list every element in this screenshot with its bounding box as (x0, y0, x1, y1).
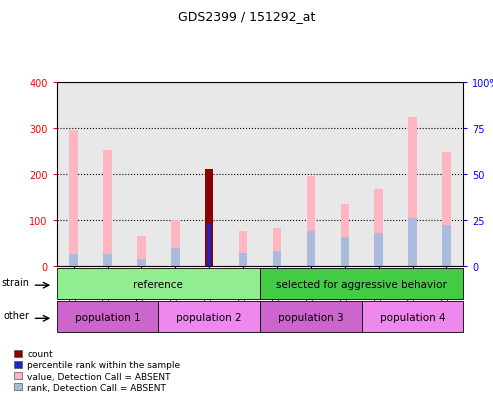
Bar (207, 224, 211, 266)
Text: population 1: population 1 (75, 312, 141, 322)
Bar (273, 229, 281, 266)
Bar (408, 118, 417, 266)
Bar (205, 170, 213, 266)
Text: population 4: population 4 (380, 312, 445, 322)
Bar (341, 204, 349, 266)
Bar (104, 254, 112, 266)
Bar (375, 189, 383, 266)
Bar (260, 301, 362, 332)
Bar (137, 259, 145, 266)
Bar (171, 248, 179, 266)
Bar (137, 237, 145, 266)
Bar (239, 254, 247, 266)
Bar (442, 153, 451, 266)
Bar (408, 218, 417, 266)
Text: reference: reference (134, 279, 183, 289)
Bar (307, 177, 315, 266)
Text: population 3: population 3 (278, 312, 344, 322)
Legend: count, percentile rank within the sample, value, Detection Call = ABSENT, rank, : count, percentile rank within the sample… (14, 349, 180, 392)
Bar (104, 151, 112, 266)
Bar (205, 170, 213, 266)
Text: selected for aggressive behavior: selected for aggressive behavior (276, 279, 447, 289)
Bar (273, 251, 281, 266)
Bar (70, 254, 78, 266)
Bar (375, 233, 383, 266)
Bar (171, 221, 179, 266)
Bar (442, 225, 451, 266)
Bar (57, 301, 158, 332)
Bar (341, 238, 349, 266)
Bar (307, 232, 315, 266)
Bar (158, 301, 260, 332)
Text: GDS2399 / 151292_at: GDS2399 / 151292_at (178, 10, 315, 23)
Bar (260, 268, 463, 299)
Text: strain: strain (2, 278, 30, 287)
Bar (362, 301, 463, 332)
Text: other: other (4, 311, 30, 320)
Text: population 2: population 2 (176, 312, 242, 322)
Bar (57, 268, 260, 299)
Bar (70, 131, 78, 266)
Bar (239, 231, 247, 266)
